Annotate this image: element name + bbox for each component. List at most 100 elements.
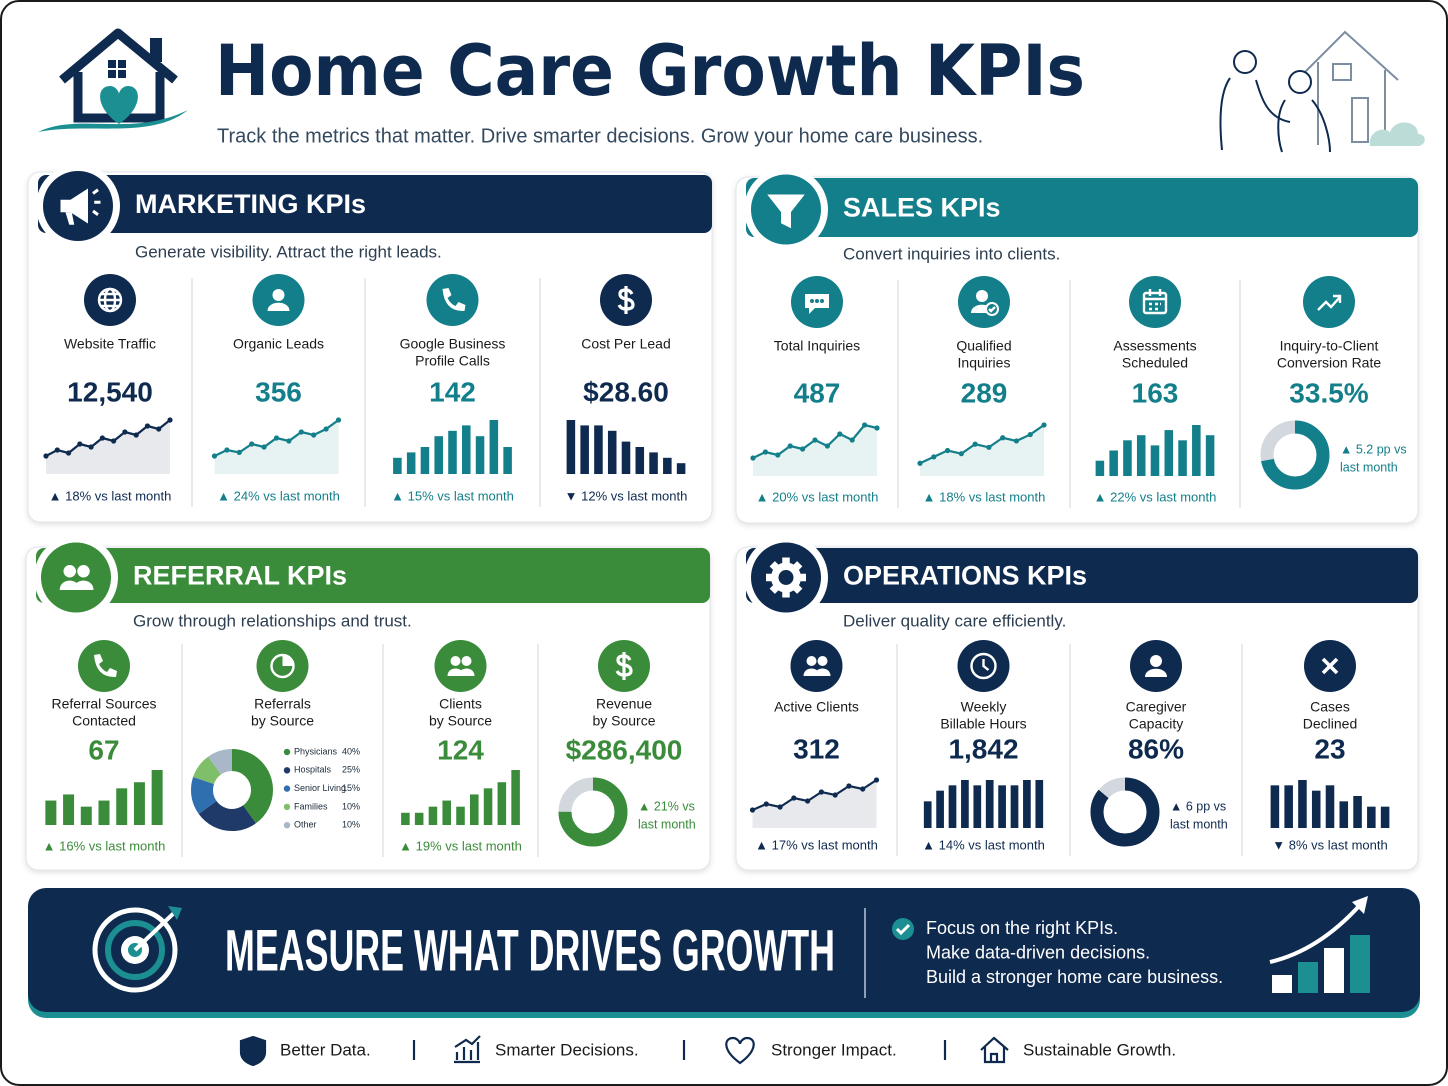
section-title: SALES KPIs [843,193,1001,223]
kpi-value: $286,400 [566,734,683,765]
icon-part [1149,302,1161,311]
bar [428,806,438,825]
section-tagline: Deliver quality care efficiently. [843,611,1066,630]
donut-slice [191,749,273,831]
kpi-label: Qualified [956,338,1011,354]
icon-part [77,565,90,578]
footer-item: Sustainable Growth. [1023,1040,1176,1059]
kpi-icon [971,290,999,316]
sparkline-point [944,447,951,454]
donut-slice [191,749,273,831]
bar [961,780,969,828]
icon-part [461,656,472,666]
kpi-label: Scheduled [1122,355,1188,371]
sparkline-point [862,422,868,428]
change: ▲ 14% vs last month [922,837,1045,852]
kpi-label: Cases [1310,699,1350,715]
bar [401,812,410,825]
sparkline-point [763,801,769,807]
kpi-icon-bg [1129,276,1181,328]
change: ▲ 20% vs last month [756,489,879,504]
header-icon [767,194,805,229]
sparkline-point [958,451,964,457]
panel-header [38,175,712,233]
icon-part [442,288,466,312]
sparkline-point [986,444,992,450]
kpi-label: by Source [251,713,314,729]
legend-name: Other [294,820,317,830]
sparkline-point [1041,422,1047,428]
icon-part [60,188,88,224]
footer-item: Stronger Impact. [771,1040,897,1059]
kpi-label: Total Inquiries [774,338,860,354]
donut-slice [191,749,273,831]
icon-part [272,289,285,301]
header-badge [751,542,821,613]
section-title: MARKETING KPIs [135,189,366,219]
legend-value: 10% [342,820,360,830]
icon-part [447,668,475,676]
bar [393,457,402,474]
bar [607,430,617,474]
icon-part [976,290,988,302]
sparkline-point [1013,438,1020,444]
icon-part [767,194,805,229]
bar [676,463,686,474]
kpi-label: Capacity [1129,716,1183,732]
sparkline-point [167,417,173,423]
sparkline-point [860,786,866,792]
bar [1010,785,1019,828]
bar [1367,806,1376,828]
kpi-label: Active Clients [774,699,859,715]
section-title: REFERRAL KPIs [133,561,347,591]
panel-header [36,548,710,603]
bar [1339,801,1349,828]
kpi-icon-bg [1303,276,1355,328]
panel-header [746,178,1418,237]
kpi-label: Clients [439,696,482,712]
legend-value: 40% [342,746,360,756]
sparkline-point [236,449,242,455]
icon-part [92,188,101,216]
sparkline-point [846,783,852,789]
bar [1270,785,1280,828]
kpi-label: Cost Per Lead [581,336,671,352]
change: ▼ 12% vs last month [565,488,688,503]
kpi-icon [94,654,117,678]
ring-value [1260,420,1330,490]
sparkline-point [800,446,806,452]
change: ▲ 5.2 pp vs [1340,442,1407,456]
sparkline-point [874,425,880,431]
sparkline [919,424,1045,465]
kpi-icon-bg [790,640,843,692]
sparkline-point [77,441,83,447]
legend-name: Families [294,801,328,811]
sparkline-point [873,777,880,783]
bar [448,430,457,474]
change: ▲ 17% vs last month [755,837,878,852]
subtitle: Track the metrics that matter. Drive sma… [217,125,983,147]
kpi-value: 1,842 [948,733,1018,764]
bar [80,806,92,825]
bar [63,794,75,825]
header-icon [766,557,806,598]
bar [580,425,589,474]
bar [1164,430,1174,476]
section-tagline: Grow through relationships and trust. [133,611,412,630]
bar [1380,806,1390,828]
title: Home Care Growth KPIs [215,30,1085,112]
bar [649,452,658,474]
banner [28,888,1420,1018]
bar [1035,780,1044,828]
icon-part [970,652,997,680]
kpi-label: Website Traffic [64,336,156,352]
icon-part [615,652,633,680]
bar [1311,790,1321,828]
sparkline-area [752,780,877,828]
legend-name: Hospitals [294,765,332,775]
kpi-icon-bg [78,640,130,692]
kpi-icon [1321,657,1339,675]
sparkline-point [323,426,329,432]
